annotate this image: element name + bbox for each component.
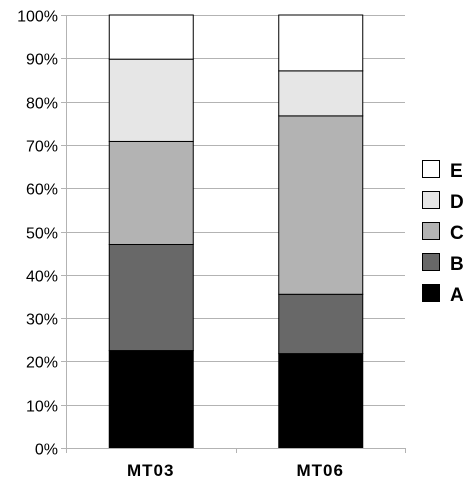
legend-swatch-d <box>422 191 440 209</box>
bar-segment-b <box>278 293 364 355</box>
x-axis-labels: MT03 MT06 <box>127 461 344 480</box>
legend-label-b: B <box>450 254 464 275</box>
bars <box>108 14 364 449</box>
y-tick-label: 100% <box>17 9 58 26</box>
legend-swatch-e <box>422 160 440 178</box>
bar-segment-a <box>108 350 194 449</box>
legend-label-e: E <box>450 161 463 182</box>
bar-segment-c <box>108 140 194 245</box>
x-category-label: MT06 <box>297 461 344 480</box>
y-tick-label: 70% <box>26 139 58 156</box>
y-tick-label: 90% <box>26 52 58 69</box>
bar-segment-c <box>278 115 364 295</box>
y-axis-ticks: 0% 10% 20% 30% 40% 50% 60% 70% 80% 90% 100% <box>17 9 58 459</box>
legend-label-d: D <box>450 192 464 213</box>
y-tick-label: 10% <box>26 399 58 416</box>
legend-swatch-b <box>422 253 440 271</box>
y-tick-label: 50% <box>26 226 58 243</box>
legend-swatch-c <box>422 222 440 240</box>
legend-label-a: A <box>450 285 464 306</box>
legend-label-c: C <box>450 223 464 244</box>
bar-segment-e <box>108 14 194 60</box>
bar-segment-b <box>108 243 194 352</box>
y-tick-label: 20% <box>26 355 58 372</box>
axes <box>61 15 406 453</box>
bar-segment-a <box>278 353 364 449</box>
y-tick-label: 80% <box>26 96 58 113</box>
legend-swatch-a <box>422 284 440 302</box>
y-tick-label: 0% <box>35 442 58 459</box>
bar-segment-d <box>108 58 194 142</box>
bar-segment-e <box>278 14 364 72</box>
y-tick-label: 30% <box>26 312 58 329</box>
y-tick-label: 60% <box>26 182 58 199</box>
x-category-label: MT03 <box>127 461 174 480</box>
bar-segment-d <box>278 70 364 117</box>
y-tick-label: 40% <box>26 269 58 286</box>
